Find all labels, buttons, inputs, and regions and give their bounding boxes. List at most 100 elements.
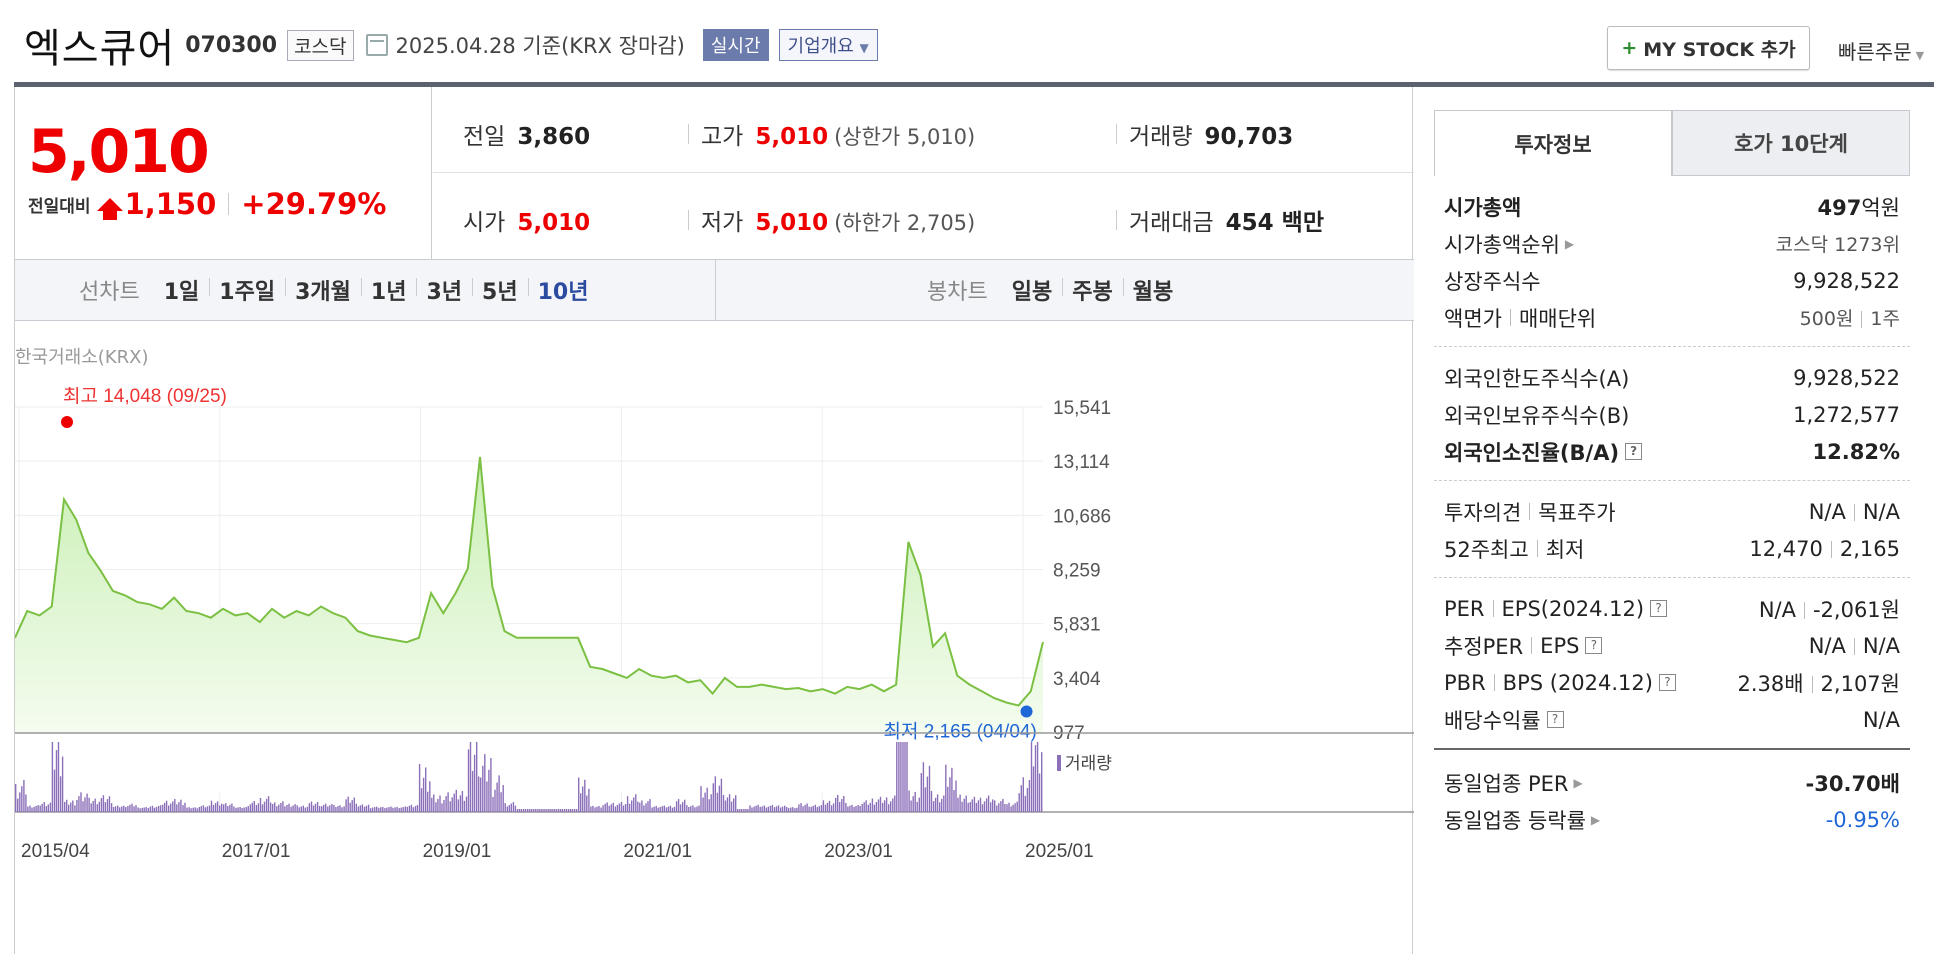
volume-bar [549,809,551,812]
candle-tab-1[interactable]: 주봉 [1062,274,1122,306]
volume-bar [667,806,670,812]
candle-tab-2[interactable]: 월봉 [1122,274,1183,306]
x-tick-label: 2019/01 [423,841,492,862]
price-chart[interactable]: 15,54113,11410,6868,2595,8313,4049772015… [15,387,1414,947]
volume-bar [70,802,72,812]
volume-bar [88,797,90,812]
help-icon[interactable]: ? [1585,637,1603,654]
volume-bar [414,806,417,812]
period-tab-2[interactable]: 3개월 [285,274,361,306]
candle-tab-0[interactable]: 일봉 [1011,280,1053,305]
volume-bar [498,775,500,812]
volume-bar [331,804,333,812]
volume-label: 거래량 [1129,124,1193,150]
volume-bar [400,807,402,812]
help-icon[interactable]: ? [1658,674,1676,691]
volume-bar [214,803,217,812]
volume-bar [655,805,657,812]
info-row[interactable]: 시가총액순위 ▶ 코스닥 1273위 [1434,225,1910,262]
volume-bar [300,806,302,812]
volume-bar [117,805,119,812]
tab-invest-info[interactable]: 투자정보 [1434,110,1672,176]
volume-bar [651,807,653,812]
volume-bar [861,804,863,812]
volume-bar [55,750,58,812]
volume-bar [321,806,323,812]
period-tab-0[interactable]: 1일 [163,280,200,305]
w52-label: 52주최고 최저 [1444,534,1584,564]
volume-bar [879,796,882,812]
sector-rate-value: -0.95% [1825,807,1900,832]
y-tick-label: 10,686 [1053,506,1111,527]
volume-bar [875,802,878,812]
period-tab-4[interactable]: 3년 [416,274,472,306]
volume-bar [431,797,433,813]
info-row: PER EPS(2024.12)? N/A -2,061원 [1434,590,1910,627]
volume-bar [174,799,176,812]
volume-bar [200,806,202,812]
volume-bar [932,801,935,812]
volume-bar [610,804,612,812]
volume-bar [512,802,515,812]
volume-bar [673,806,676,812]
pbr-label: PBR [1444,670,1486,695]
volume-bar [361,804,364,812]
divider [715,260,716,320]
volume-bar [855,806,857,812]
chevron-down-icon: ▼ [1915,49,1925,62]
volume-bar [257,803,260,812]
volume-bar [398,808,400,812]
period-tab-3[interactable]: 1년 [360,274,417,306]
volume-bar [892,798,894,812]
period-tab-6[interactable]: 10년 [527,274,599,306]
realtime-button[interactable]: 실시간 [702,29,769,61]
volume-bar [374,807,376,812]
info-row: 외국인소진율(B/A)? 12.82% [1434,433,1910,470]
volume-bar [345,799,347,812]
period-tab-1[interactable]: 1주일 [209,274,285,306]
volume-bar [27,806,29,812]
volume-bar [204,807,207,812]
volume-bar [955,780,957,812]
volume-bar [755,805,757,812]
volume-bar [832,803,835,812]
volume-bar [555,809,557,812]
volume-bar [741,809,743,812]
volume-bar [114,806,117,812]
volume-bar [394,807,396,812]
volume-bar [547,809,549,812]
opinion-target-value: N/A N/A [1809,500,1900,524]
help-icon[interactable]: ? [1546,711,1564,728]
per-label: PER [1444,596,1485,621]
volume-bar [312,805,315,812]
quick-order-button[interactable]: 빠른주문 ▼ [1838,36,1924,65]
info-row[interactable]: 동일업종 등락률 ▶ -0.95% [1434,801,1910,838]
volume-bar [837,795,839,812]
min-marker [1020,705,1033,718]
info-row: 액면가 매매단위 500원 1주 [1434,299,1910,336]
volume-bar [584,779,586,813]
amount-label: 거래대금 [1129,210,1214,236]
tab-orderbook[interactable]: 호가 10단계 [1672,110,1910,176]
divider [1536,540,1538,557]
volume-bar [573,809,576,812]
volume-bar [920,773,922,812]
volume-bar [422,777,425,812]
period-tab-5[interactable]: 5년 [472,274,528,306]
est-per-label: 추정PER [1444,634,1524,659]
company-overview-button[interactable]: 기업개요 ▼ [778,29,878,61]
volume-bar [280,802,282,812]
volume-bar [461,791,464,812]
help-icon[interactable]: ? [1625,443,1643,460]
mystock-add-button[interactable]: + MY STOCK 추가 [1607,26,1810,70]
volume-bar [694,807,696,812]
info-row: PBR BPS (2024.12)? 2.38배 2,107원 [1434,664,1910,701]
help-icon[interactable]: ? [1650,600,1668,617]
volume-bar [47,804,49,812]
volume-bar [881,802,884,812]
info-row[interactable]: 동일업종 PER ▶ -30.70배 [1434,764,1910,801]
volume-bar [602,805,604,812]
volume-bar [769,805,772,812]
volume-bar [620,802,623,812]
volume-bar [600,807,602,812]
